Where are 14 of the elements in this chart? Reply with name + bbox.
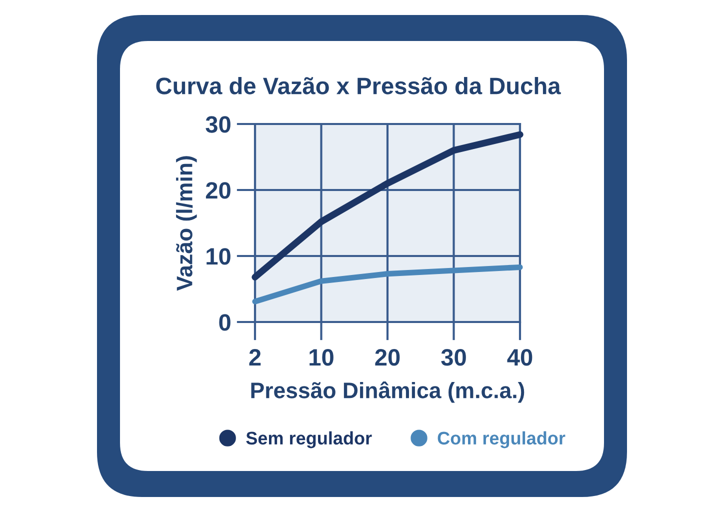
y-tick-label: 20 bbox=[206, 182, 230, 199]
chart-title: Curva de Vazão x Pressão da Ducha bbox=[156, 76, 561, 94]
y-tick-label: 10 bbox=[206, 248, 230, 265]
x-tick-label: 30 bbox=[441, 349, 466, 366]
x-tick-label: 2 bbox=[249, 349, 261, 366]
x-axis-title: Pressão Dinâmica (m.c.a.) bbox=[251, 382, 524, 403]
x-tick-label: 40 bbox=[507, 349, 532, 366]
y-tick-label: 30 bbox=[206, 116, 230, 133]
legend-label: Com regulador bbox=[438, 431, 566, 448]
x-tick-label: 20 bbox=[375, 349, 400, 366]
x-tick-label: 10 bbox=[310, 349, 334, 366]
y-tick-label: 0 bbox=[219, 314, 230, 331]
y-axis-title: Vazão (l/min) bbox=[176, 156, 197, 291]
legend-label: Sem regulador bbox=[246, 431, 372, 448]
